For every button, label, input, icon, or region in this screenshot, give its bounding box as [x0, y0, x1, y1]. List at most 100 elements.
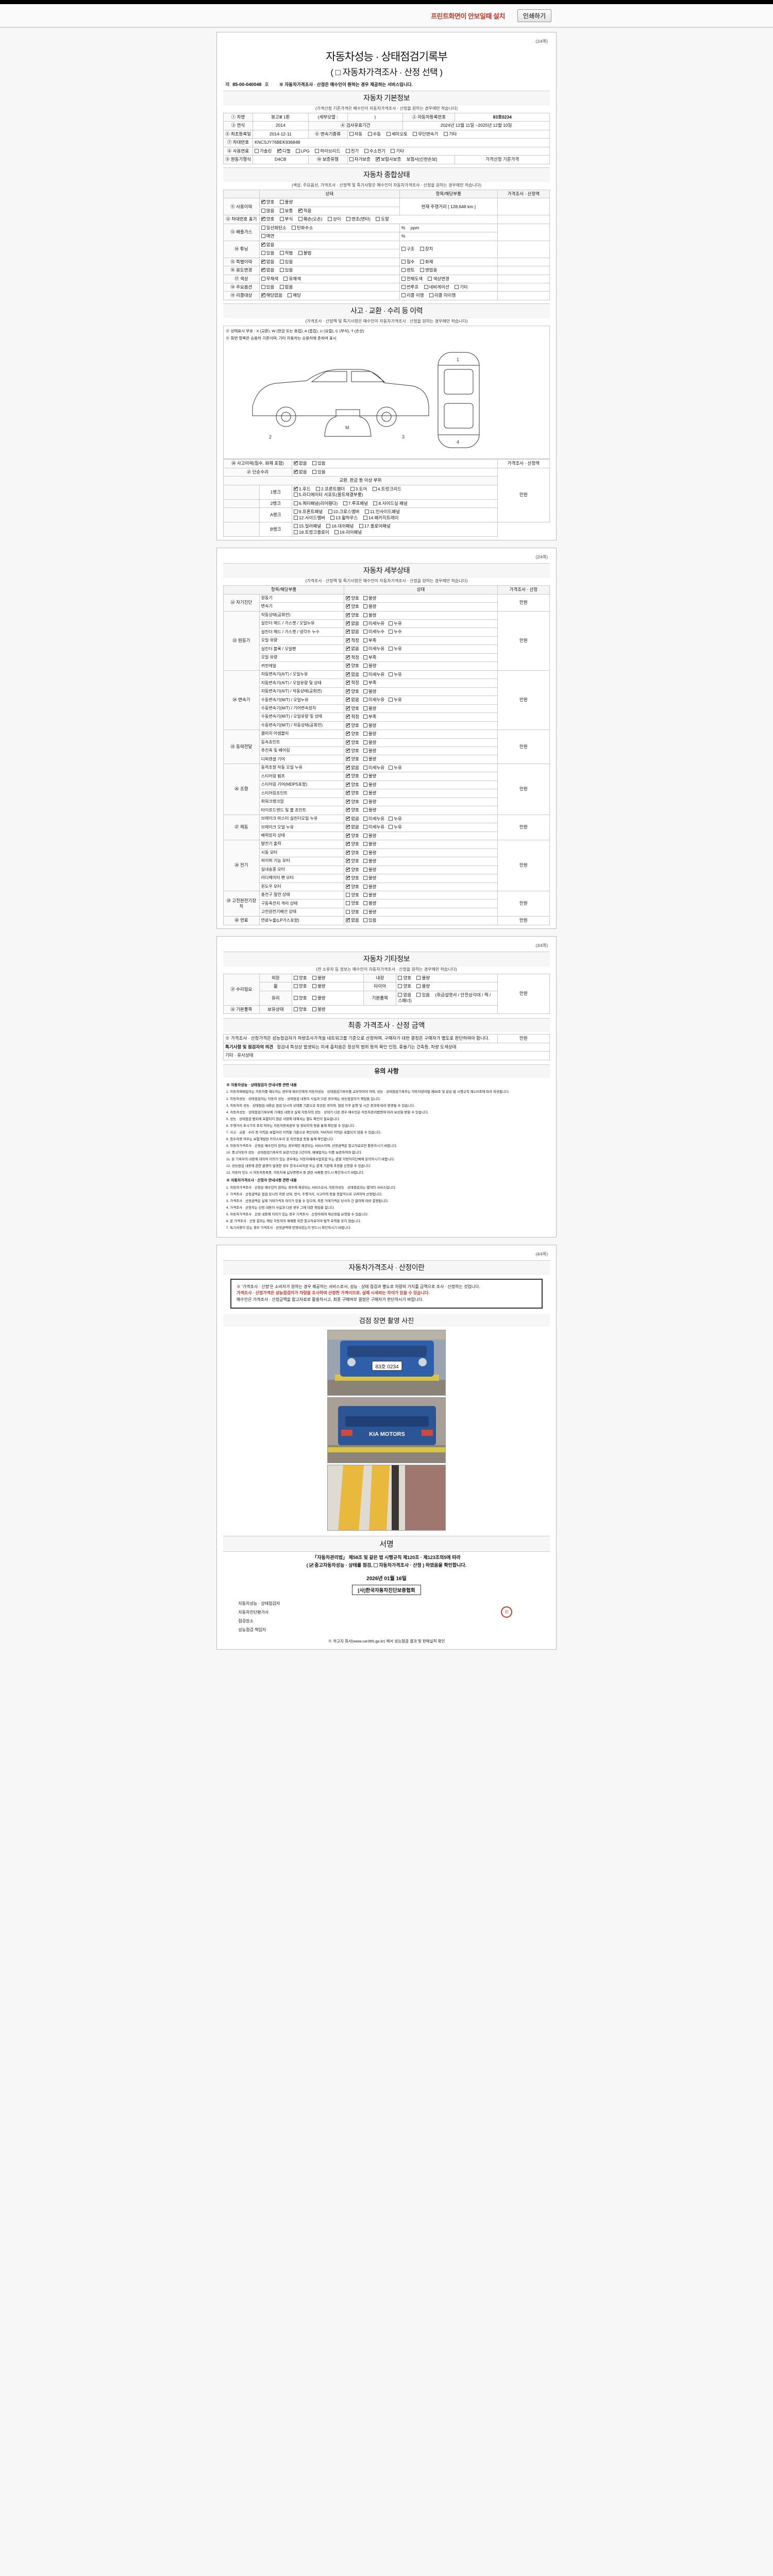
- vin-different[interactable]: 상이: [327, 216, 341, 222]
- part-radiator-support[interactable]: 5.라디에이터 서포트(볼트체결부품): [293, 492, 363, 498]
- checkbox-icon[interactable]: [293, 501, 298, 505]
- checkbox-icon[interactable]: [293, 468, 298, 474]
- color-changed[interactable]: 색상변경: [428, 276, 449, 282]
- checkbox-icon[interactable]: [363, 782, 367, 787]
- emission-smoke[interactable]: 매연: [261, 233, 274, 239]
- checkbox-icon[interactable]: [293, 460, 298, 466]
- part-quarter-panel[interactable]: 6.쿼터패널(리어휀다): [293, 501, 338, 506]
- checkbox-icon[interactable]: [398, 992, 402, 997]
- checkbox-icon[interactable]: [389, 825, 393, 829]
- checkbox-icon[interactable]: [363, 698, 367, 702]
- checkbox-icon[interactable]: [298, 207, 303, 213]
- checkbox-icon[interactable]: [398, 984, 402, 989]
- wheel-good[interactable]: 양호: [293, 984, 307, 989]
- checkbox-icon[interactable]: [363, 749, 367, 753]
- wheel-bad[interactable]: 불량: [312, 984, 326, 989]
- detail-option[interactable]: 미세누유: [363, 765, 384, 771]
- detail-option[interactable]: 누유: [389, 697, 402, 703]
- checkbox-icon[interactable]: [389, 630, 393, 634]
- detail-option[interactable]: 누수: [389, 629, 402, 635]
- checkbox-icon[interactable]: [312, 469, 316, 474]
- checkbox-icon[interactable]: [367, 131, 372, 136]
- detail-option[interactable]: 양호: [346, 772, 359, 779]
- checkbox-icon[interactable]: [288, 293, 292, 298]
- detail-option[interactable]: 불량: [363, 841, 376, 847]
- part-cross-member[interactable]: 10.크로스멤버: [328, 509, 359, 515]
- color-chromatic[interactable]: 유채색: [283, 276, 301, 282]
- mileage-few[interactable]: 적음: [298, 207, 311, 214]
- checkbox-icon[interactable]: [389, 765, 393, 770]
- checkbox-icon[interactable]: [376, 217, 380, 222]
- checkbox-icon[interactable]: [261, 251, 265, 256]
- tire-good[interactable]: 양호: [398, 984, 411, 989]
- checkbox-icon[interactable]: [346, 823, 350, 829]
- detail-option[interactable]: 양호: [346, 832, 359, 839]
- detail-option[interactable]: 양호: [346, 730, 359, 737]
- checkbox-icon[interactable]: [293, 485, 298, 492]
- checkbox-icon[interactable]: [346, 705, 350, 711]
- detail-option[interactable]: 부족: [363, 714, 376, 720]
- detail-option[interactable]: 불량: [363, 909, 376, 915]
- detail-option[interactable]: 불량: [363, 850, 376, 856]
- checkbox-icon[interactable]: [312, 984, 316, 989]
- checkbox-icon[interactable]: [346, 892, 350, 897]
- fuel-gasoline[interactable]: 가솔린: [254, 148, 272, 154]
- usechange-none[interactable]: 없음: [261, 266, 274, 273]
- accident-none[interactable]: 없음: [293, 460, 307, 466]
- fuel-electric[interactable]: 전기: [345, 148, 359, 154]
- checkbox-icon[interactable]: [389, 816, 393, 821]
- photo-front[interactable]: 83호 0234: [327, 1329, 446, 1396]
- checkbox-icon[interactable]: [346, 772, 350, 779]
- option-cvt[interactable]: 무단변속기: [413, 131, 438, 137]
- detail-option[interactable]: 누유: [389, 824, 402, 830]
- checkbox-icon[interactable]: [363, 876, 367, 880]
- checkbox-icon[interactable]: [293, 995, 298, 1000]
- checkbox-icon[interactable]: [346, 645, 350, 652]
- detail-option[interactable]: 양호: [346, 866, 359, 873]
- detail-option[interactable]: 불량: [363, 740, 376, 745]
- checkbox-icon[interactable]: [261, 276, 265, 281]
- checkbox-icon[interactable]: [363, 884, 367, 889]
- checkbox-icon[interactable]: [309, 1562, 314, 1570]
- checkbox-icon[interactable]: [363, 723, 367, 727]
- color-fullpaint[interactable]: 전체도색: [401, 276, 423, 282]
- photo-rear[interactable]: KIA MOTORS: [327, 1397, 446, 1463]
- checkbox-icon[interactable]: [413, 131, 417, 136]
- checkbox-icon[interactable]: [389, 698, 393, 702]
- photo-ground[interactable]: [327, 1464, 446, 1531]
- checkbox-icon[interactable]: [346, 917, 350, 923]
- checkbox-icon[interactable]: [416, 975, 421, 980]
- checkbox-icon[interactable]: [261, 208, 265, 213]
- checkbox-icon[interactable]: [346, 755, 350, 762]
- mainopt-none[interactable]: 없음: [279, 284, 293, 290]
- color-achromatic[interactable]: 무채색: [261, 276, 278, 282]
- checkbox-icon[interactable]: [363, 638, 367, 642]
- checkbox-icon[interactable]: [292, 225, 296, 230]
- fuel-hydrogen[interactable]: 수소전기: [364, 148, 385, 154]
- checkbox-icon[interactable]: [346, 857, 350, 863]
- checkbox-icon[interactable]: [363, 647, 367, 651]
- detail-option[interactable]: 불량: [363, 613, 376, 618]
- checkbox-icon[interactable]: [312, 975, 316, 980]
- checkbox-icon[interactable]: [346, 909, 350, 914]
- special-exists[interactable]: 있음: [279, 259, 293, 265]
- checkbox-icon[interactable]: [363, 515, 367, 520]
- part-floor-panel[interactable]: 17.플로어패널: [359, 523, 391, 529]
- checkbox-icon[interactable]: [346, 789, 350, 795]
- checkbox-icon[interactable]: [346, 654, 350, 660]
- detail-option[interactable]: 미세누유: [363, 816, 384, 822]
- checkbox-icon[interactable]: [372, 486, 377, 491]
- mileage-good[interactable]: 양호: [261, 198, 274, 205]
- detail-option[interactable]: 양호: [346, 595, 359, 601]
- checkbox-icon[interactable]: [401, 268, 406, 273]
- special-fire[interactable]: 화재: [419, 259, 433, 265]
- checkbox-icon[interactable]: [419, 259, 424, 264]
- part-front-fender[interactable]: 2.프론트휀더: [316, 486, 345, 492]
- detail-option[interactable]: 적정: [346, 654, 359, 660]
- detail-option[interactable]: 있음: [363, 918, 376, 923]
- checkbox-icon[interactable]: [363, 808, 367, 812]
- checkbox-icon[interactable]: [373, 501, 378, 505]
- checkbox-icon[interactable]: [346, 840, 350, 846]
- checkbox-icon[interactable]: [346, 696, 350, 702]
- part-roof-panel[interactable]: 7.루프패널: [343, 501, 368, 506]
